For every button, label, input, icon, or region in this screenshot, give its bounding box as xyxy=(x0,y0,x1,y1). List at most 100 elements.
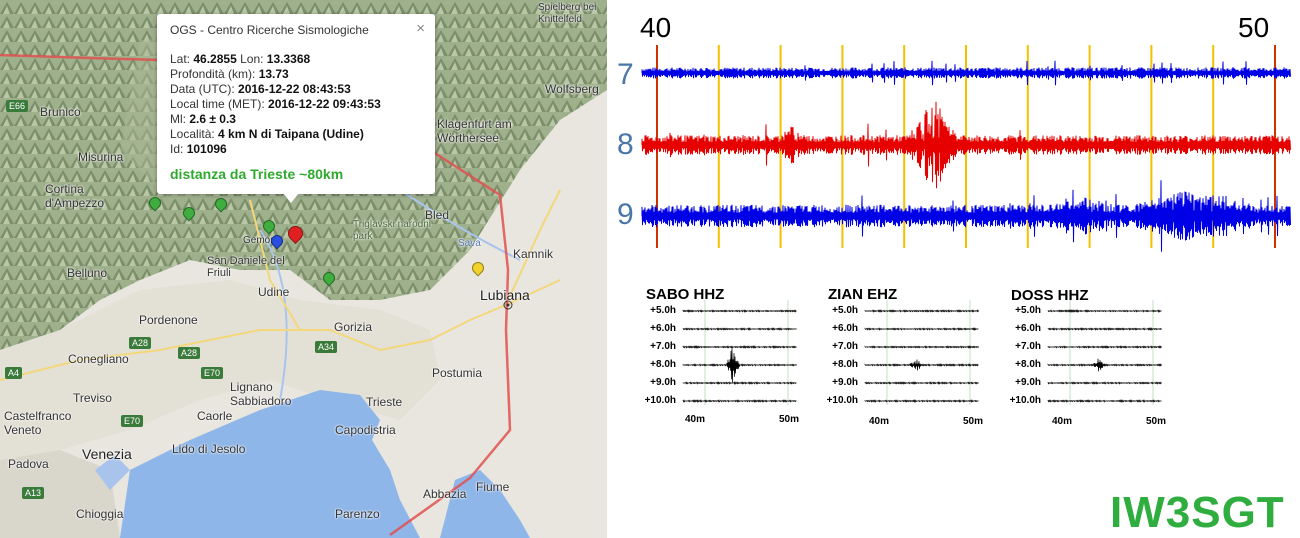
seismogram-panel: 40 50 7 8 9 SABO HHZ ZIAN EHZ DOSS HHZ +… xyxy=(607,0,1300,538)
station-trace xyxy=(1047,381,1162,385)
place-label: Bled xyxy=(425,208,450,222)
station-hour-label: +7.0h xyxy=(650,341,676,352)
popup-ml: Ml: 2.6 ± 0.3 xyxy=(170,112,236,126)
row-label-9: 9 xyxy=(617,198,634,231)
place-label: Lubiana xyxy=(480,287,530,303)
date-label: Data (UTC): xyxy=(170,82,235,96)
station-trace xyxy=(1047,309,1162,313)
station-trace xyxy=(864,309,979,313)
road-shield: A4 xyxy=(5,367,23,379)
place-label: Cortina d'Ampezzo xyxy=(45,182,104,210)
place-label: Gorizia xyxy=(334,320,373,334)
place-label: Sava xyxy=(458,238,481,249)
station-hour-label: +7.0h xyxy=(1015,341,1041,352)
station-trace xyxy=(1047,327,1162,331)
station-x-label: 40m xyxy=(869,416,890,427)
place-label: Fiume xyxy=(476,480,510,494)
station-x-label: 50m xyxy=(963,416,984,427)
place-label: Chioggia xyxy=(76,507,124,521)
road-shield: A13 xyxy=(22,487,45,499)
station-hour-label: +8.0h xyxy=(1015,359,1041,370)
place-label: Klagenfurt am Wörthersee xyxy=(437,117,512,145)
place-label: Kamnik xyxy=(513,247,554,261)
helicorder-trace-8 xyxy=(641,101,1291,189)
place-label: Gemona xyxy=(243,235,282,246)
row-label-8: 8 xyxy=(617,128,634,161)
station-trace xyxy=(682,347,797,383)
lat-label: Lat: xyxy=(170,52,191,66)
local-label: Local time (MET): xyxy=(170,97,265,111)
station-hour-label: +10.0h xyxy=(1009,395,1041,406)
station-plots xyxy=(682,300,1162,405)
road-shield: A34 xyxy=(315,341,338,353)
station-title: DOSS HHZ xyxy=(1011,287,1089,304)
popup-tail xyxy=(283,193,299,203)
station-trace xyxy=(1047,399,1162,403)
popup-latlon: Lat: 46.2855 Lon: 13.3368 xyxy=(170,52,310,66)
loc-label: Località: xyxy=(170,127,215,141)
station-hour-label: +10.0h xyxy=(826,395,858,406)
road-shield: A28 xyxy=(178,347,201,359)
station-hour-label: +6.0h xyxy=(832,323,858,334)
place-label: Capodistria xyxy=(335,423,396,437)
map-panel[interactable]: Brunico Misurina Cortina d'Ampezzo Bellu… xyxy=(0,0,607,538)
place-label: Castelfranco Veneto xyxy=(4,409,72,437)
popup-location: Località: 4 km N di Taipana (Udine) xyxy=(170,127,364,141)
lat-value: 46.2855 xyxy=(193,52,237,66)
close-icon[interactable]: × xyxy=(416,20,425,37)
helicorder-trace-7 xyxy=(641,60,1291,86)
station-hour-label: +5.0h xyxy=(650,305,676,316)
station-hour-label: +9.0h xyxy=(1015,377,1041,388)
place-label: Udine xyxy=(258,285,290,299)
place-label: Belluno xyxy=(67,266,108,280)
place-label: Lignano Sabbiadoro xyxy=(230,380,292,408)
road-shield: A28 xyxy=(129,337,152,349)
station-title: ZIAN EHZ xyxy=(828,286,898,303)
station-hour-label: +8.0h xyxy=(832,359,858,370)
popup-id: Id: 101096 xyxy=(170,142,227,156)
place-label: Padova xyxy=(8,457,49,471)
road-shield: E70 xyxy=(201,367,224,379)
station-title: SABO HHZ xyxy=(646,286,725,303)
place-label: Conegliano xyxy=(68,352,129,366)
place-label: Triglavski narodni park xyxy=(353,219,431,242)
station-hour-label: +9.0h xyxy=(832,377,858,388)
place-label: Treviso xyxy=(73,391,112,405)
popup-local: Local time (MET): 2016-12-22 09:43:53 xyxy=(170,97,381,111)
lon-label: Lon: xyxy=(240,52,264,66)
station-hour-label: +10.0h xyxy=(644,395,676,406)
station-trace xyxy=(682,399,797,403)
place-label: San Daniele del Friuli xyxy=(207,255,285,279)
station-trace xyxy=(682,381,797,385)
lon-value: 13.3368 xyxy=(266,52,311,66)
station-trace xyxy=(682,345,797,349)
station-hour-label: +7.0h xyxy=(832,341,858,352)
station-hour-label: +9.0h xyxy=(650,377,676,388)
station-hour-label: +6.0h xyxy=(1015,323,1041,334)
minute-start-label: 40 xyxy=(640,12,672,43)
station-trace xyxy=(682,309,797,313)
road-shield: E66 xyxy=(6,100,29,112)
station-trace xyxy=(1047,358,1162,372)
place-label: Wolfsberg xyxy=(545,82,599,96)
road-shield: E70 xyxy=(121,415,144,427)
id-label: Id: xyxy=(170,142,184,156)
station-x-label: 40m xyxy=(685,414,706,425)
depth-label: Profondità (km): xyxy=(170,67,256,81)
ml-label: Ml: xyxy=(170,112,186,126)
minute-end-label: 50 xyxy=(1238,12,1270,43)
loc-value: 4 km N di Taipana (Udine) xyxy=(218,127,364,141)
event-info-popup: OGS - Centro Ricerche Sismologiche × Lat… xyxy=(157,14,435,203)
depth-value: 13.73 xyxy=(258,67,289,81)
station-trace xyxy=(864,359,979,371)
station-trace xyxy=(864,345,979,349)
id-value: 101096 xyxy=(186,142,227,156)
place-label: Misurina xyxy=(78,150,124,164)
station-x-label: 50m xyxy=(1146,416,1167,427)
place-label: Brunico xyxy=(40,105,81,119)
place-label: Postumia xyxy=(432,366,483,380)
popup-date: Data (UTC): 2016-12-22 08:43:53 xyxy=(170,82,351,96)
place-label: Trieste xyxy=(366,395,403,409)
place-label: Parenzo xyxy=(335,507,380,521)
helicorder-trace-9 xyxy=(641,180,1291,252)
